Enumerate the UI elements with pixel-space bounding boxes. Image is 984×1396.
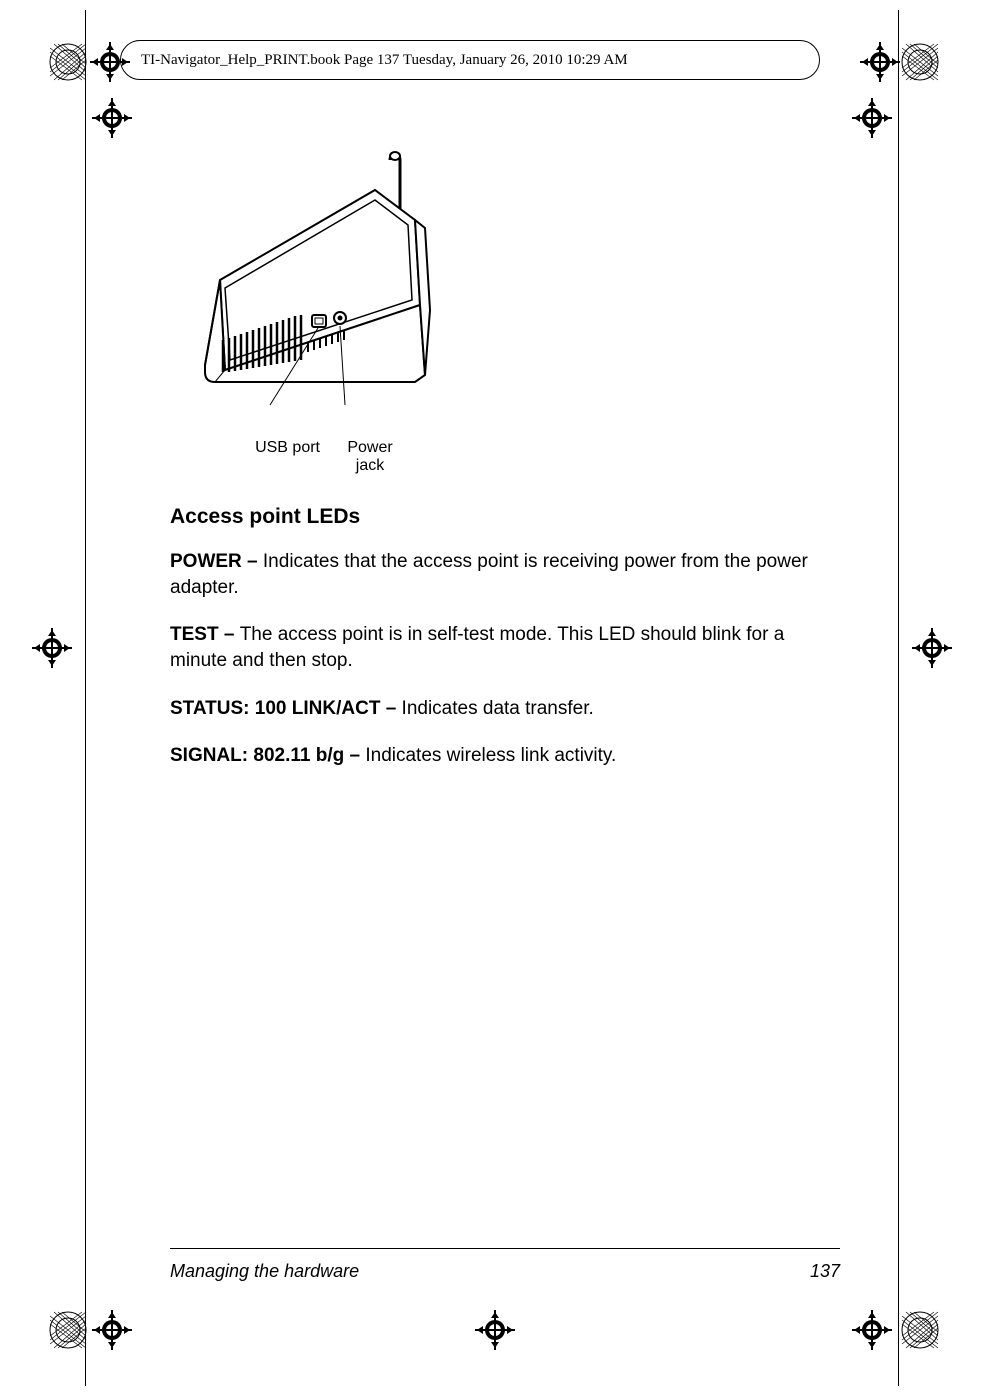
print-header-bar: TI-Navigator_Help_PRINT.book Page 137 Tu… — [120, 40, 820, 80]
crosshair-icon — [912, 628, 952, 668]
crosshair-icon — [852, 98, 892, 138]
text-status: Indicates data transfer. — [402, 698, 594, 719]
text-power: Indicates that the access point is recei… — [170, 551, 808, 598]
label-power: POWER – — [170, 551, 263, 572]
print-header-text: TI-Navigator_Help_PRINT.book Page 137 Tu… — [141, 52, 628, 69]
access-point-diagram-icon — [190, 150, 450, 430]
figure-label-power: Power jack — [340, 439, 400, 475]
crosshair-icon — [90, 42, 130, 82]
crosshair-icon — [92, 98, 132, 138]
text-test: The access point is in self-test mode. T… — [170, 624, 784, 671]
crosshair-icon — [860, 42, 900, 82]
paragraph-signal: SIGNAL: 802.11 b/g – Indicates wireless … — [170, 743, 840, 769]
crosshair-icon — [32, 628, 72, 668]
crosshair-icon — [475, 1310, 515, 1350]
registration-mark-icon — [48, 42, 88, 82]
figure-label-power-line2: jack — [356, 457, 384, 474]
registration-mark-icon — [48, 1310, 88, 1350]
figure-label-usb: USB port — [220, 439, 320, 475]
paragraph-status: STATUS: 100 LINK/ACT – Indicates data tr… — [170, 696, 840, 722]
label-status: STATUS: 100 LINK/ACT – — [170, 698, 402, 719]
registration-mark-icon — [900, 42, 940, 82]
access-point-figure: USB port Power jack — [190, 150, 840, 475]
section-heading: Access point LEDs — [170, 505, 840, 529]
text-signal: Indicates wireless link activity. — [365, 745, 616, 766]
label-signal: SIGNAL: 802.11 b/g – — [170, 745, 365, 766]
page-content: USB port Power jack Access point LEDs PO… — [170, 150, 840, 791]
crosshair-icon — [92, 1310, 132, 1350]
figure-label-power-line1: Power — [347, 439, 392, 456]
paragraph-power: POWER – Indicates that the access point … — [170, 549, 840, 600]
registration-mark-icon — [900, 1310, 940, 1350]
footer-page-number: 137 — [810, 1261, 840, 1282]
footer-rule — [170, 1248, 840, 1249]
page-footer: Managing the hardware 137 — [170, 1248, 840, 1282]
footer-section-title: Managing the hardware — [170, 1261, 359, 1282]
paragraph-test: TEST – The access point is in self-test … — [170, 622, 840, 673]
label-test: TEST – — [170, 624, 240, 645]
crosshair-icon — [852, 1310, 892, 1350]
